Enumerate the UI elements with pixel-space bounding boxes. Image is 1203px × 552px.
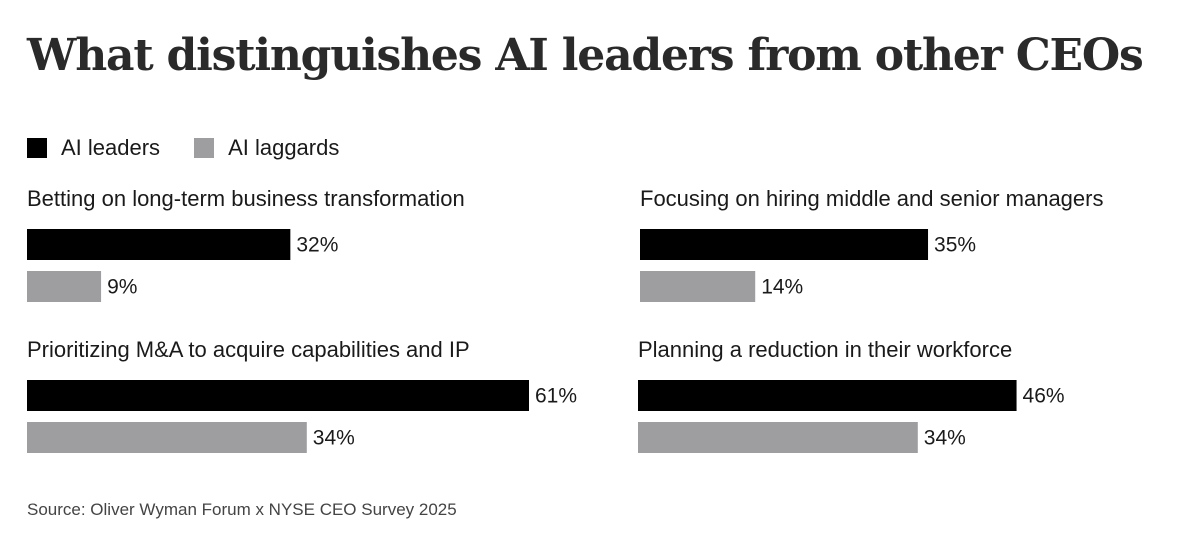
panel-bars: 46% 34% (638, 380, 1065, 453)
panel-title: Focusing on hiring middle and senior man… (640, 186, 1104, 211)
bar-value-label: 9% (107, 276, 137, 299)
legend-swatch-ai-leaders (27, 138, 47, 158)
chart-title: What distinguishes AI leaders from other… (27, 30, 1144, 81)
panel-title: Prioritizing M&A to acquire capabilities… (27, 337, 470, 362)
panel-bars: 35% 14% (640, 229, 976, 302)
bar-value-label: 32% (296, 234, 338, 257)
bar-ai-laggards (27, 422, 307, 453)
bar-value-label: 46% (1023, 385, 1065, 408)
legend-label-ai-laggards: AI laggards (228, 135, 340, 160)
legend-item-ai-laggards: AI laggards (194, 135, 339, 161)
bar-ai-laggards (638, 422, 918, 453)
panel-bars: 32% 9% (27, 229, 338, 302)
bar-ai-laggards (640, 271, 756, 302)
legend-item-ai-leaders: AI leaders (27, 135, 160, 161)
bar-ai-leaders (640, 229, 929, 260)
bar-value-label: 35% (934, 234, 976, 257)
panel-bars: 61% 34% (27, 380, 577, 453)
source-note: Source: Oliver Wyman Forum x NYSE CEO Su… (27, 500, 457, 519)
panel-m-and-a: Prioritizing M&A to acquire capabilities… (27, 337, 587, 477)
bar-ai-leaders (27, 380, 529, 411)
bar-value-label: 14% (761, 276, 803, 299)
bar-value-label: 34% (924, 427, 966, 450)
legend-label-ai-leaders: AI leaders (61, 135, 161, 160)
bar-value-label: 61% (535, 385, 577, 408)
bar-ai-leaders (638, 380, 1017, 411)
panel-long-term-transformation: Betting on long-term business transforma… (27, 186, 587, 326)
legend: AI leaders AI laggards (27, 135, 373, 161)
panel-title: Betting on long-term business transforma… (27, 186, 465, 211)
panel-hiring-managers: Focusing on hiring middle and senior man… (640, 186, 1200, 326)
panel-workforce-reduction: Planning a reduction in their workforce … (638, 337, 1198, 477)
bar-ai-leaders (27, 229, 291, 260)
bar-ai-laggards (27, 271, 102, 302)
panel-title: Planning a reduction in their workforce (638, 337, 1013, 362)
bar-value-label: 34% (313, 427, 355, 450)
legend-swatch-ai-laggards (194, 138, 215, 158)
